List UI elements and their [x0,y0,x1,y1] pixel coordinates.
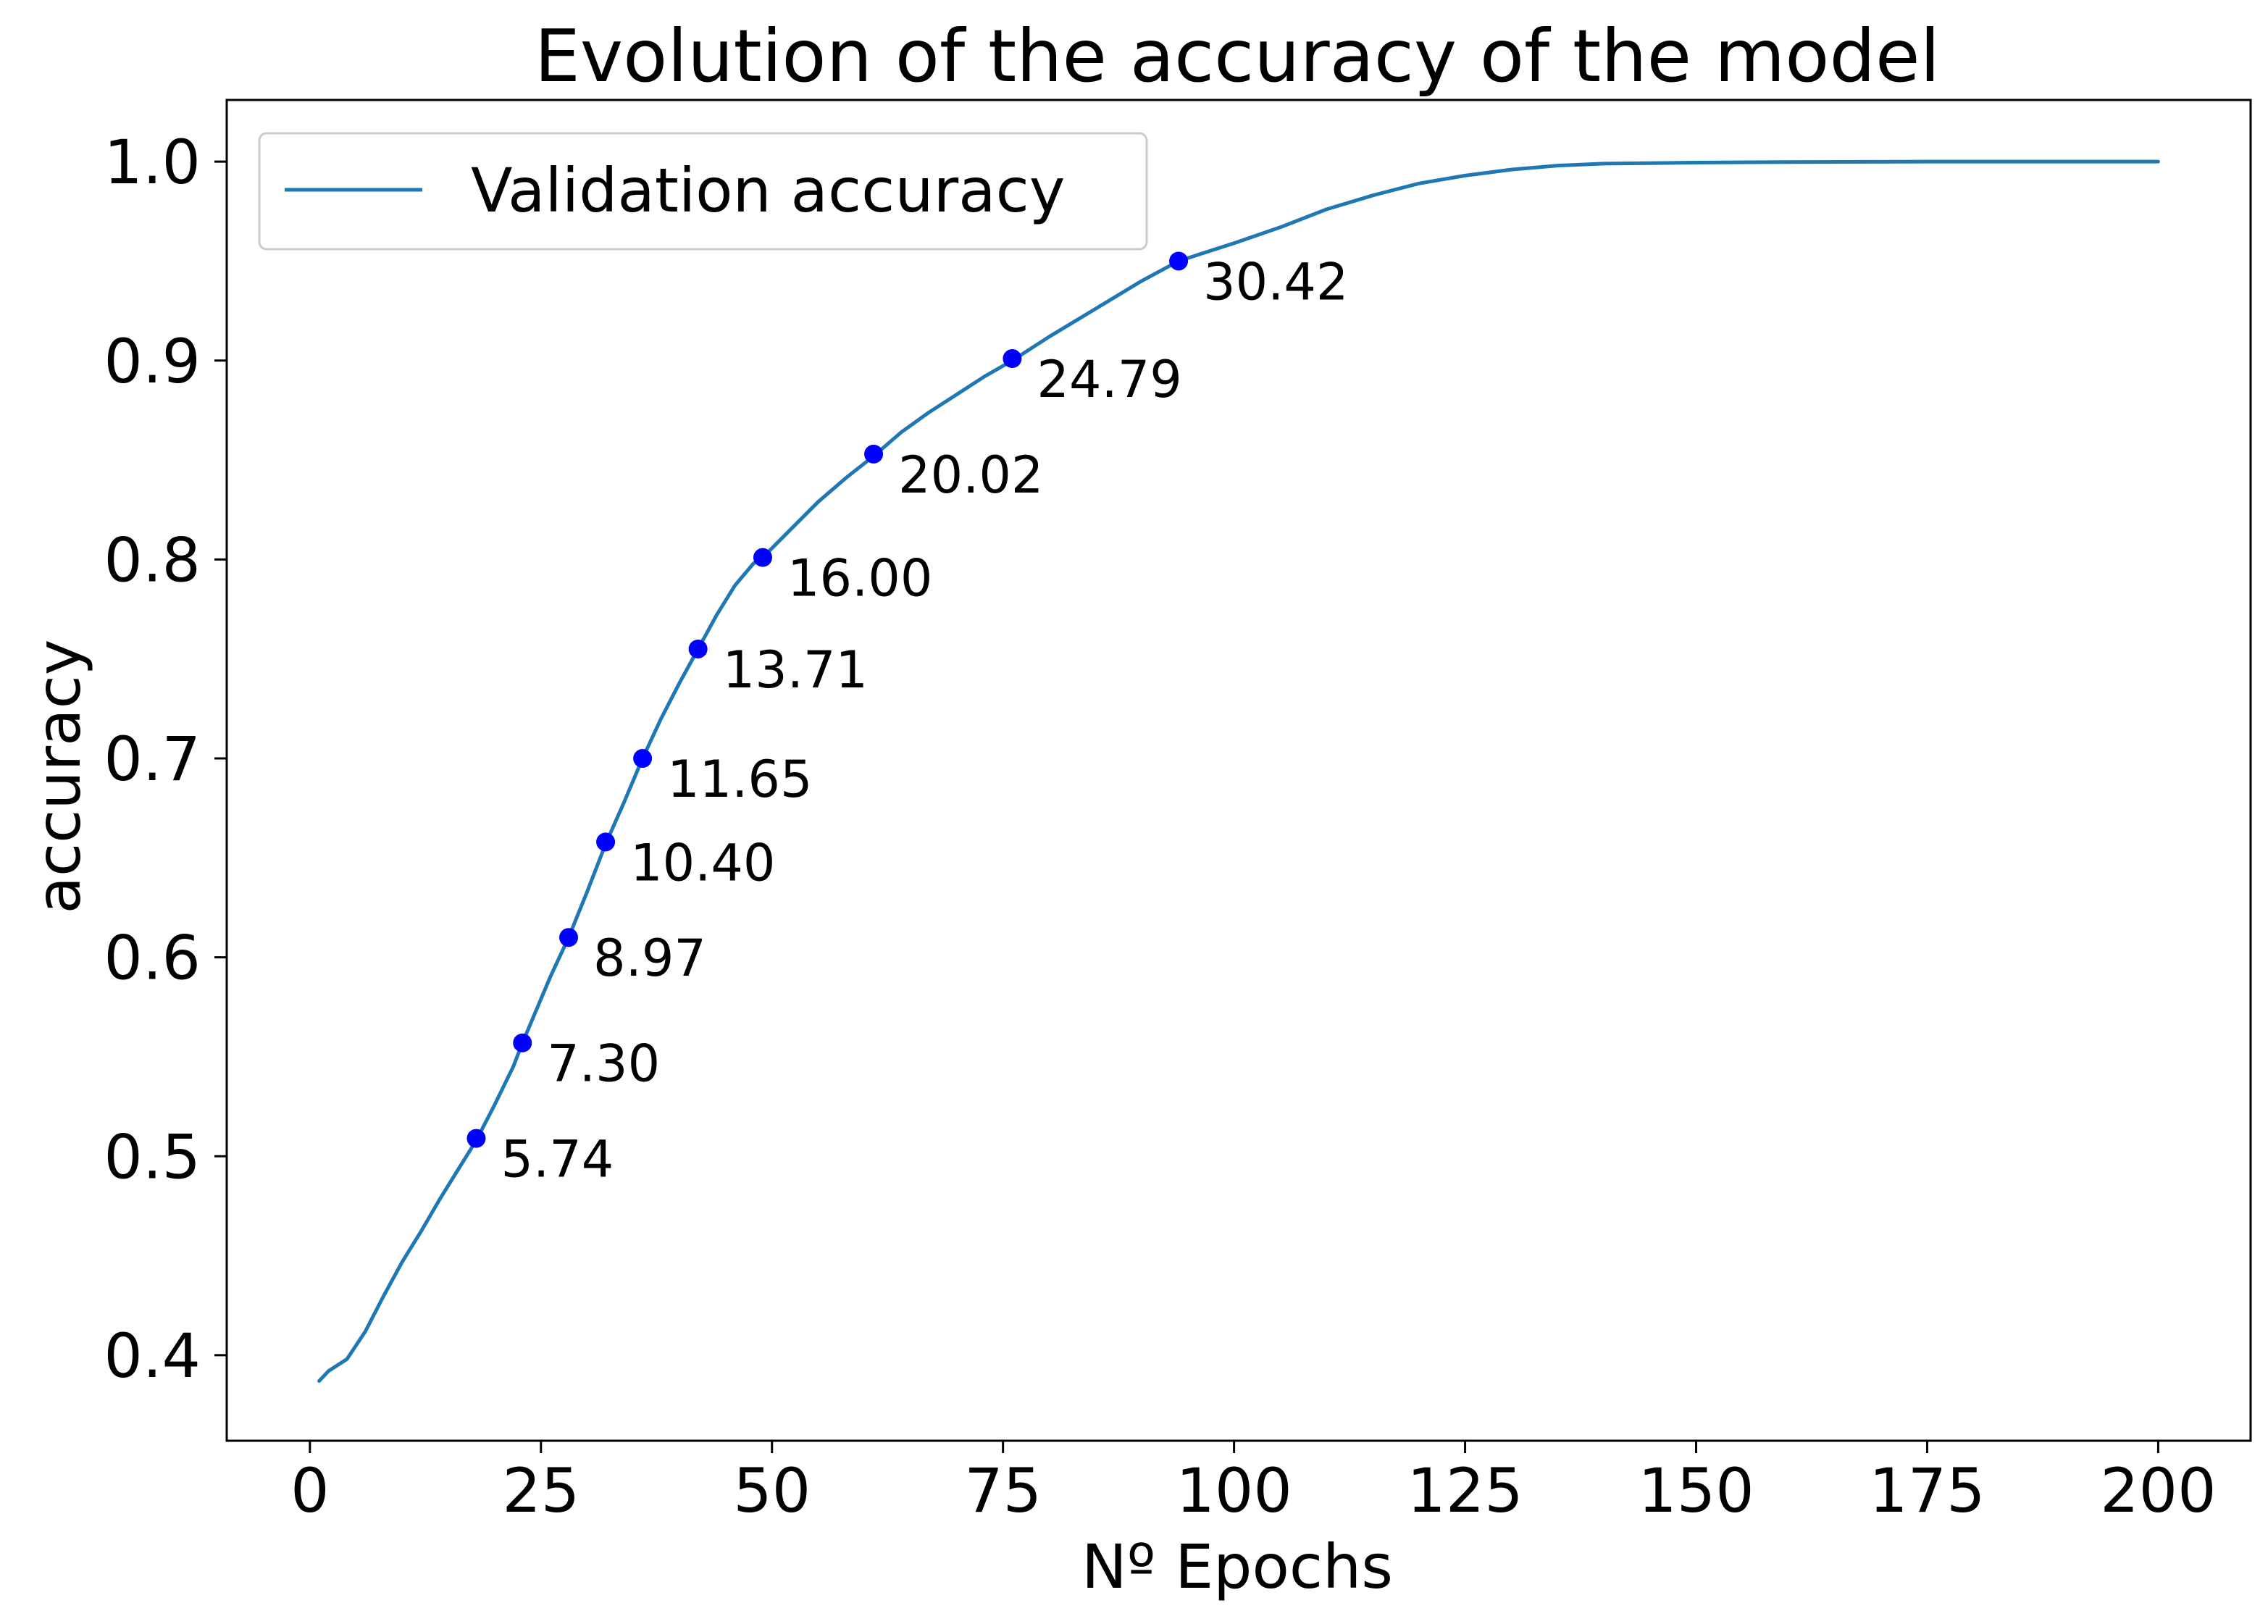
legend: Validation accuracy [258,132,1148,251]
chart-title: Evolution of the accuracy of the model [535,14,1941,99]
x-tick-label: 75 [964,1455,1042,1526]
marker-label: 16.00 [787,549,932,608]
marker-label: 8.97 [593,929,706,988]
marker-point [864,444,884,464]
marker-label: 10.40 [630,833,775,892]
x-tick-label: 175 [1869,1455,1985,1526]
marker-label: 5.74 [501,1130,614,1189]
y-tick-label: 0.6 [104,923,201,994]
marker-point [1003,349,1022,369]
marker-point [688,639,708,658]
x-tick-label: 125 [1407,1455,1523,1526]
marker-point [753,548,772,567]
x-axis-label: Nº Epochs [1081,1531,1393,1602]
marker-label: 24.79 [1037,350,1181,409]
marker-point [466,1129,486,1148]
y-tick-label: 0.5 [104,1121,201,1192]
x-tick-label: 0 [290,1455,329,1526]
y-tick-label: 0.4 [104,1320,201,1391]
y-tick-label: 0.8 [104,524,201,595]
marker-label: 13.71 [723,640,868,700]
x-tick-label: 100 [1176,1455,1292,1526]
x-axis-ticks: 0 25 50 75 100 125 150 175 200 [290,1441,2217,1526]
series-line-validation-accuracy [317,159,2160,1384]
marker-point [596,832,616,852]
x-tick-label: 200 [2100,1455,2216,1526]
marker-label: 7.30 [547,1034,660,1094]
marker-point [1169,251,1189,271]
x-tick-label: 25 [502,1455,579,1526]
marker-points: 5.74 7.30 8.97 10.40 11.65 13.71 16.00 20.02 24.… [466,251,1348,1189]
y-axis-ticks: 0.4 0.5 0.6 0.7 0.8 0.9 1.0 [104,127,227,1391]
plot-frame [225,99,2252,1442]
marker-point [513,1033,532,1052]
marker-label: 30.42 [1203,252,1348,311]
marker-label: 20.02 [898,445,1043,505]
plot-area: 0 25 50 75 100 125 150 175 200 0.40.50.60.70.80.… [104,99,2252,1526]
y-tick-label: 0.7 [104,724,201,795]
marker-point [559,928,579,947]
legend-entry-validation-accuracy: Validation accuracy [471,155,1065,226]
legend-box [258,132,1148,251]
y-axis-label: accuracy [23,640,94,914]
x-tick-label: 150 [1638,1455,1754,1526]
marker-point [633,749,653,769]
marker-label: 11.65 [667,750,812,809]
y-tick-label: 0.9 [104,326,201,397]
x-tick-label: 50 [733,1455,811,1526]
y-tick-label: 1.0 [104,127,201,198]
